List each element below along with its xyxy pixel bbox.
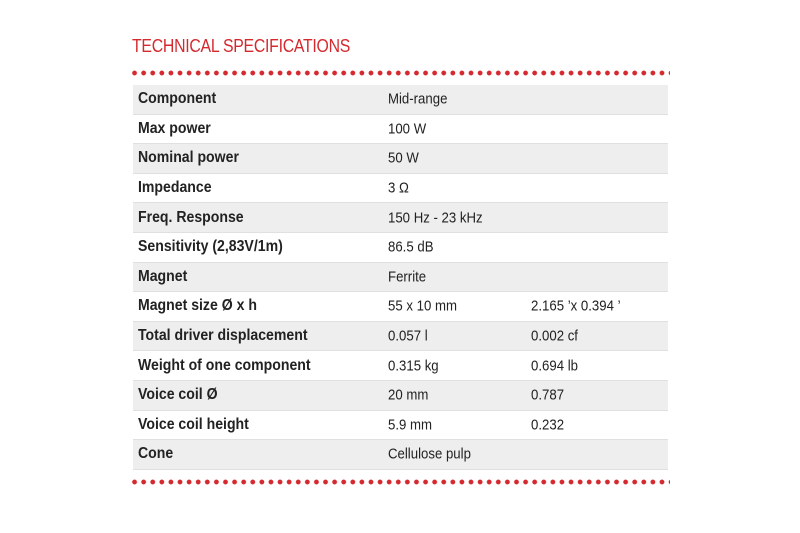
spec-row: Voice coil Ø 20 mm 0.787 xyxy=(133,380,668,411)
spec-row: Component Mid-range xyxy=(133,85,668,115)
spec-row: Magnet Ferrite xyxy=(133,262,668,293)
spec-label: Magnet xyxy=(138,267,188,285)
spec-row: Freq. Response 150 Hz - 23 kHz xyxy=(133,203,668,233)
spec-row: Nominal power 50 W xyxy=(133,144,668,174)
dotted-divider xyxy=(130,479,670,485)
spec-value: 2.165 ’x 0.394 ’ xyxy=(531,297,621,315)
spec-row: Sensitivity (2,83V/1m) 86.5 dB xyxy=(133,233,668,263)
spec-label: Freq. Response xyxy=(138,208,244,226)
spec-value: 150 Hz - 23 kHz xyxy=(388,209,483,227)
spec-label: Impedance xyxy=(138,179,212,197)
title: TECHNICAL SPECIFICATIONS xyxy=(132,36,351,56)
spec-label: Cone xyxy=(138,445,174,463)
spec-value: 50 W xyxy=(388,149,419,167)
spec-table: Component Mid-range Max power 100 W Nominal … xyxy=(133,85,668,470)
spec-label: Weight of one component xyxy=(138,356,311,374)
spec-value: 55 x 10 mm xyxy=(388,297,457,315)
spec-value: 0.694 lb xyxy=(531,357,578,375)
spec-value: 0.315 kg xyxy=(388,357,439,375)
spec-row: Weight of one component 0.315 kg 0.694 lb xyxy=(133,351,668,381)
spec-value: 20 mm xyxy=(388,386,429,404)
spec-value: Ferrite xyxy=(388,268,427,286)
spec-row: Max power 100 W xyxy=(133,115,668,145)
spec-value: Cellulose pulp xyxy=(388,445,471,463)
spec-value: 100 W xyxy=(388,120,427,138)
spec-value: Mid-range xyxy=(388,90,448,108)
dotted-divider xyxy=(130,70,670,76)
spec-label: Nominal power xyxy=(138,149,239,167)
spec-label: Total driver displacement xyxy=(138,327,308,345)
spec-value: 3 Ω xyxy=(388,179,409,197)
spec-label: Voice coil height xyxy=(138,415,249,433)
spec-value: 0.787 xyxy=(531,386,565,404)
spec-row: Magnet size Ø x h 55 x 10 mm 2.165 ’x 0.39… xyxy=(133,292,668,322)
spec-row: Voice coil height 5.9 mm 0.232 xyxy=(133,411,668,441)
spec-label: Max power xyxy=(138,119,211,137)
spec-label: Component xyxy=(138,90,217,108)
spec-row: Impedance 3 Ω xyxy=(133,174,668,204)
spec-label: Magnet size Ø x h xyxy=(138,297,257,315)
spec-row: Total driver displacement 0.057 l 0.002 cf xyxy=(133,321,668,352)
spec-value: 5.9 mm xyxy=(388,416,433,434)
spec-row: Cone Cellulose pulp xyxy=(133,440,668,470)
spec-value: 0.002 cf xyxy=(531,327,578,345)
spec-label: Voice coil Ø xyxy=(138,386,218,404)
spec-value: 0.232 xyxy=(531,416,565,434)
spec-value: 86.5 dB xyxy=(388,238,434,256)
spec-value: 0.057 l xyxy=(388,327,428,345)
spec-label: Sensitivity (2,83V/1m) xyxy=(138,238,283,256)
